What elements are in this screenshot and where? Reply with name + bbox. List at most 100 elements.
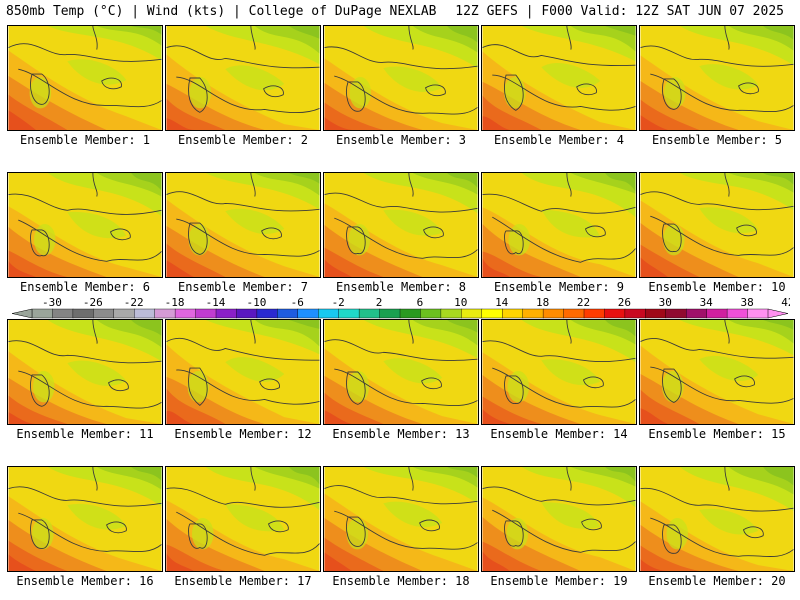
temperature-map: [481, 319, 637, 425]
temperature-map: [165, 319, 321, 425]
colorbar-tick-label: 26: [618, 296, 631, 309]
temperature-map: [323, 172, 479, 278]
ensemble-member-label: Ensemble Member: 2: [177, 133, 309, 147]
colorbar-segment: [399, 308, 421, 319]
ensemble-member-label: Ensemble Member: 18: [332, 574, 470, 588]
temperature-map: [481, 466, 637, 572]
colorbar-tick-label: 22: [577, 296, 590, 309]
temperature-map: [7, 319, 163, 425]
ensemble-member-label: Ensemble Member: 9: [493, 280, 625, 294]
ensemble-panel: Ensemble Member: 14: [481, 319, 637, 441]
colorbar-segment: [563, 308, 585, 319]
colorbar-segment: [113, 308, 135, 319]
colorbar-segment: [583, 308, 605, 319]
colorbar-segment: [440, 308, 462, 319]
colorbar-tick-label: 6: [417, 296, 424, 309]
colorbar-segment: [236, 308, 258, 319]
ensemble-panel: Ensemble Member: 4: [481, 25, 637, 147]
ensemble-member-label: Ensemble Member: 19: [490, 574, 628, 588]
ensemble-member-label: Ensemble Member: 12: [174, 427, 312, 441]
colorbar-segment: [31, 308, 53, 319]
temperature-map: [323, 466, 479, 572]
ensemble-panel: Ensemble Member: 19: [481, 466, 637, 588]
ensemble-panel: Ensemble Member: 8: [323, 172, 479, 294]
colorbar-segment: [93, 308, 115, 319]
colorbar-tick-label: -10: [246, 296, 266, 309]
colorbar-segment: [195, 308, 217, 319]
colorbar-segment: [461, 308, 483, 319]
ensemble-panel: Ensemble Member: 2: [165, 25, 321, 147]
ensemble-panel: Ensemble Member: 5: [639, 25, 795, 147]
temperature-map: [481, 172, 637, 278]
colorbar-segment: [379, 308, 401, 319]
colorbar-tick-label: 42: [781, 296, 790, 309]
colorbar-segment: [256, 308, 278, 319]
colorbar-tick-label: 34: [700, 296, 714, 309]
colorbar-tick-label: 2: [376, 296, 383, 309]
colorbar-tick-label: 38: [740, 296, 753, 309]
colorbar-segment: [134, 308, 156, 319]
ensemble-panel: Ensemble Member: 10: [639, 172, 795, 294]
colorbar-segment: [174, 308, 197, 319]
colorbar-tick-label: -30: [42, 296, 62, 309]
ensemble-panel: Ensemble Member: 1: [7, 25, 163, 147]
colorbar-segment: [338, 308, 360, 319]
ensemble-member-label: Ensemble Member: 16: [16, 574, 154, 588]
colorbar-segment: [52, 308, 74, 319]
ensemble-member-label: Ensemble Member: 13: [332, 427, 470, 441]
temperature-map: [165, 25, 321, 131]
ensemble-panel: Ensemble Member: 17: [165, 466, 321, 588]
ensemble-member-label: Ensemble Member: 17: [174, 574, 312, 588]
ensemble-panel: Ensemble Member: 11: [7, 319, 163, 441]
colorbar-tick-label: -22: [124, 296, 144, 309]
ensemble-panel: Ensemble Member: 16: [7, 466, 163, 588]
colorbar-segment: [686, 308, 708, 319]
ensemble-member-label: Ensemble Member: 1: [19, 133, 151, 147]
colorbar-tick-label: -18: [165, 296, 185, 309]
temperature-map: [639, 172, 795, 278]
ensemble-member-label: Ensemble Member: 6: [19, 280, 151, 294]
ensemble-panel: Ensemble Member: 7: [165, 172, 321, 294]
temperature-map: [165, 172, 321, 278]
temperature-map: [7, 25, 163, 131]
ensemble-panel: Ensemble Member: 9: [481, 172, 637, 294]
colorbar-segment: [542, 308, 565, 319]
colorbar-segment: [645, 308, 667, 319]
colorbar-tick-label: -2: [332, 296, 345, 309]
colorbar-segment: [706, 308, 728, 319]
colorbar-segment: [604, 308, 626, 319]
colorbar-segment: [624, 308, 646, 319]
colorbar-segment: [665, 308, 687, 319]
ensemble-panel: Ensemble Member: 13: [323, 319, 479, 441]
colorbar-tick-label: 30: [659, 296, 672, 309]
temperature-map: [7, 466, 163, 572]
temperature-map: [639, 25, 795, 131]
temperature-map: [165, 466, 321, 572]
ensemble-member-label: Ensemble Member: 14: [490, 427, 628, 441]
colorbar-segment: [420, 308, 442, 319]
ensemble-panel: Ensemble Member: 15: [639, 319, 795, 441]
ensemble-member-label: Ensemble Member: 15: [648, 427, 786, 441]
colorbar-segment: [747, 308, 769, 319]
colorbar-segment: [726, 308, 749, 319]
colorbar-segment: [72, 308, 94, 319]
colorbar-segment: [277, 308, 299, 319]
temperature-map: [639, 466, 795, 572]
colorbar-segment: [297, 308, 319, 319]
ensemble-panel: Ensemble Member: 3: [323, 25, 479, 147]
colorbar-segment: [522, 308, 544, 319]
colorbar-segment: [358, 308, 381, 319]
temperature-map: [639, 319, 795, 425]
header-valid-time: 12Z GEFS | F000 Valid: 12Z SAT JUN 07 20…: [455, 4, 784, 19]
ensemble-member-label: Ensemble Member: 10: [648, 280, 786, 294]
colorbar-segment: [502, 308, 524, 319]
header-title: 850mb Temp (°C) | Wind (kts) | College o…: [6, 4, 437, 19]
ensemble-member-label: Ensemble Member: 5: [651, 133, 783, 147]
colorbar-tick-label: 18: [536, 296, 549, 309]
colorbar-segment: [481, 308, 503, 319]
ensemble-member-label: Ensemble Member: 7: [177, 280, 309, 294]
temperature-map: [481, 25, 637, 131]
ensemble-member-label: Ensemble Member: 11: [16, 427, 154, 441]
ensemble-member-label: Ensemble Member: 3: [335, 133, 467, 147]
colorbar-tick-label: -6: [291, 296, 304, 309]
